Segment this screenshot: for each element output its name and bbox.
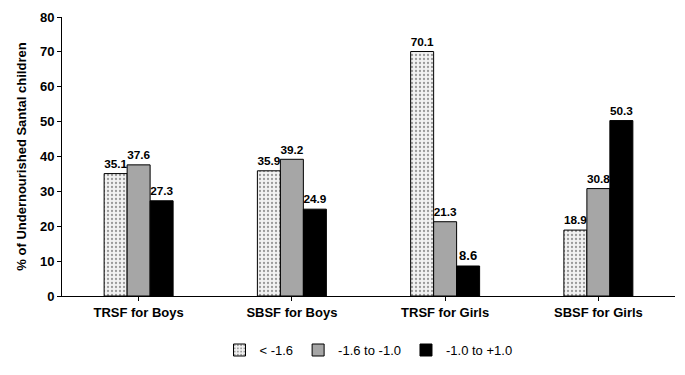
svg-text:21.3: 21.3	[434, 205, 457, 219]
svg-text:18.9: 18.9	[564, 213, 587, 227]
svg-text:% of Undernourished Santal chi: % of Undernourished Santal children	[14, 42, 29, 270]
svg-text:70.1: 70.1	[411, 35, 434, 49]
svg-text:27.3: 27.3	[150, 184, 173, 198]
svg-text:-1.6 to -1.0: -1.6 to -1.0	[338, 343, 401, 358]
svg-text:< -1.6: < -1.6	[260, 343, 294, 358]
svg-text:SBSF for Girls: SBSF for Girls	[554, 305, 643, 320]
svg-text:30: 30	[40, 184, 54, 199]
svg-text:10: 10	[40, 254, 54, 269]
svg-text:30.8: 30.8	[587, 172, 610, 186]
svg-text:8.6: 8.6	[459, 248, 477, 263]
svg-text:60: 60	[40, 79, 54, 94]
svg-text:40: 40	[40, 149, 54, 164]
svg-text:80: 80	[40, 10, 54, 25]
svg-text:TRSF for Boys: TRSF for Boys	[93, 305, 183, 320]
svg-text:SBSF for Boys: SBSF for Boys	[246, 305, 337, 320]
svg-text:50: 50	[40, 114, 54, 129]
svg-text:35.1: 35.1	[104, 157, 127, 171]
svg-text:TRSF for Girls: TRSF for Girls	[401, 305, 489, 320]
svg-text:35.9: 35.9	[257, 154, 280, 168]
svg-text:24.9: 24.9	[303, 192, 326, 206]
svg-text:37.6: 37.6	[127, 148, 150, 162]
svg-text:20: 20	[40, 219, 54, 234]
svg-text:0: 0	[47, 289, 54, 304]
svg-text:-1.0 to +1.0: -1.0 to +1.0	[446, 343, 512, 358]
svg-text:39.2: 39.2	[280, 143, 303, 157]
svg-text:50.3: 50.3	[610, 104, 633, 118]
svg-text:70: 70	[40, 44, 54, 59]
